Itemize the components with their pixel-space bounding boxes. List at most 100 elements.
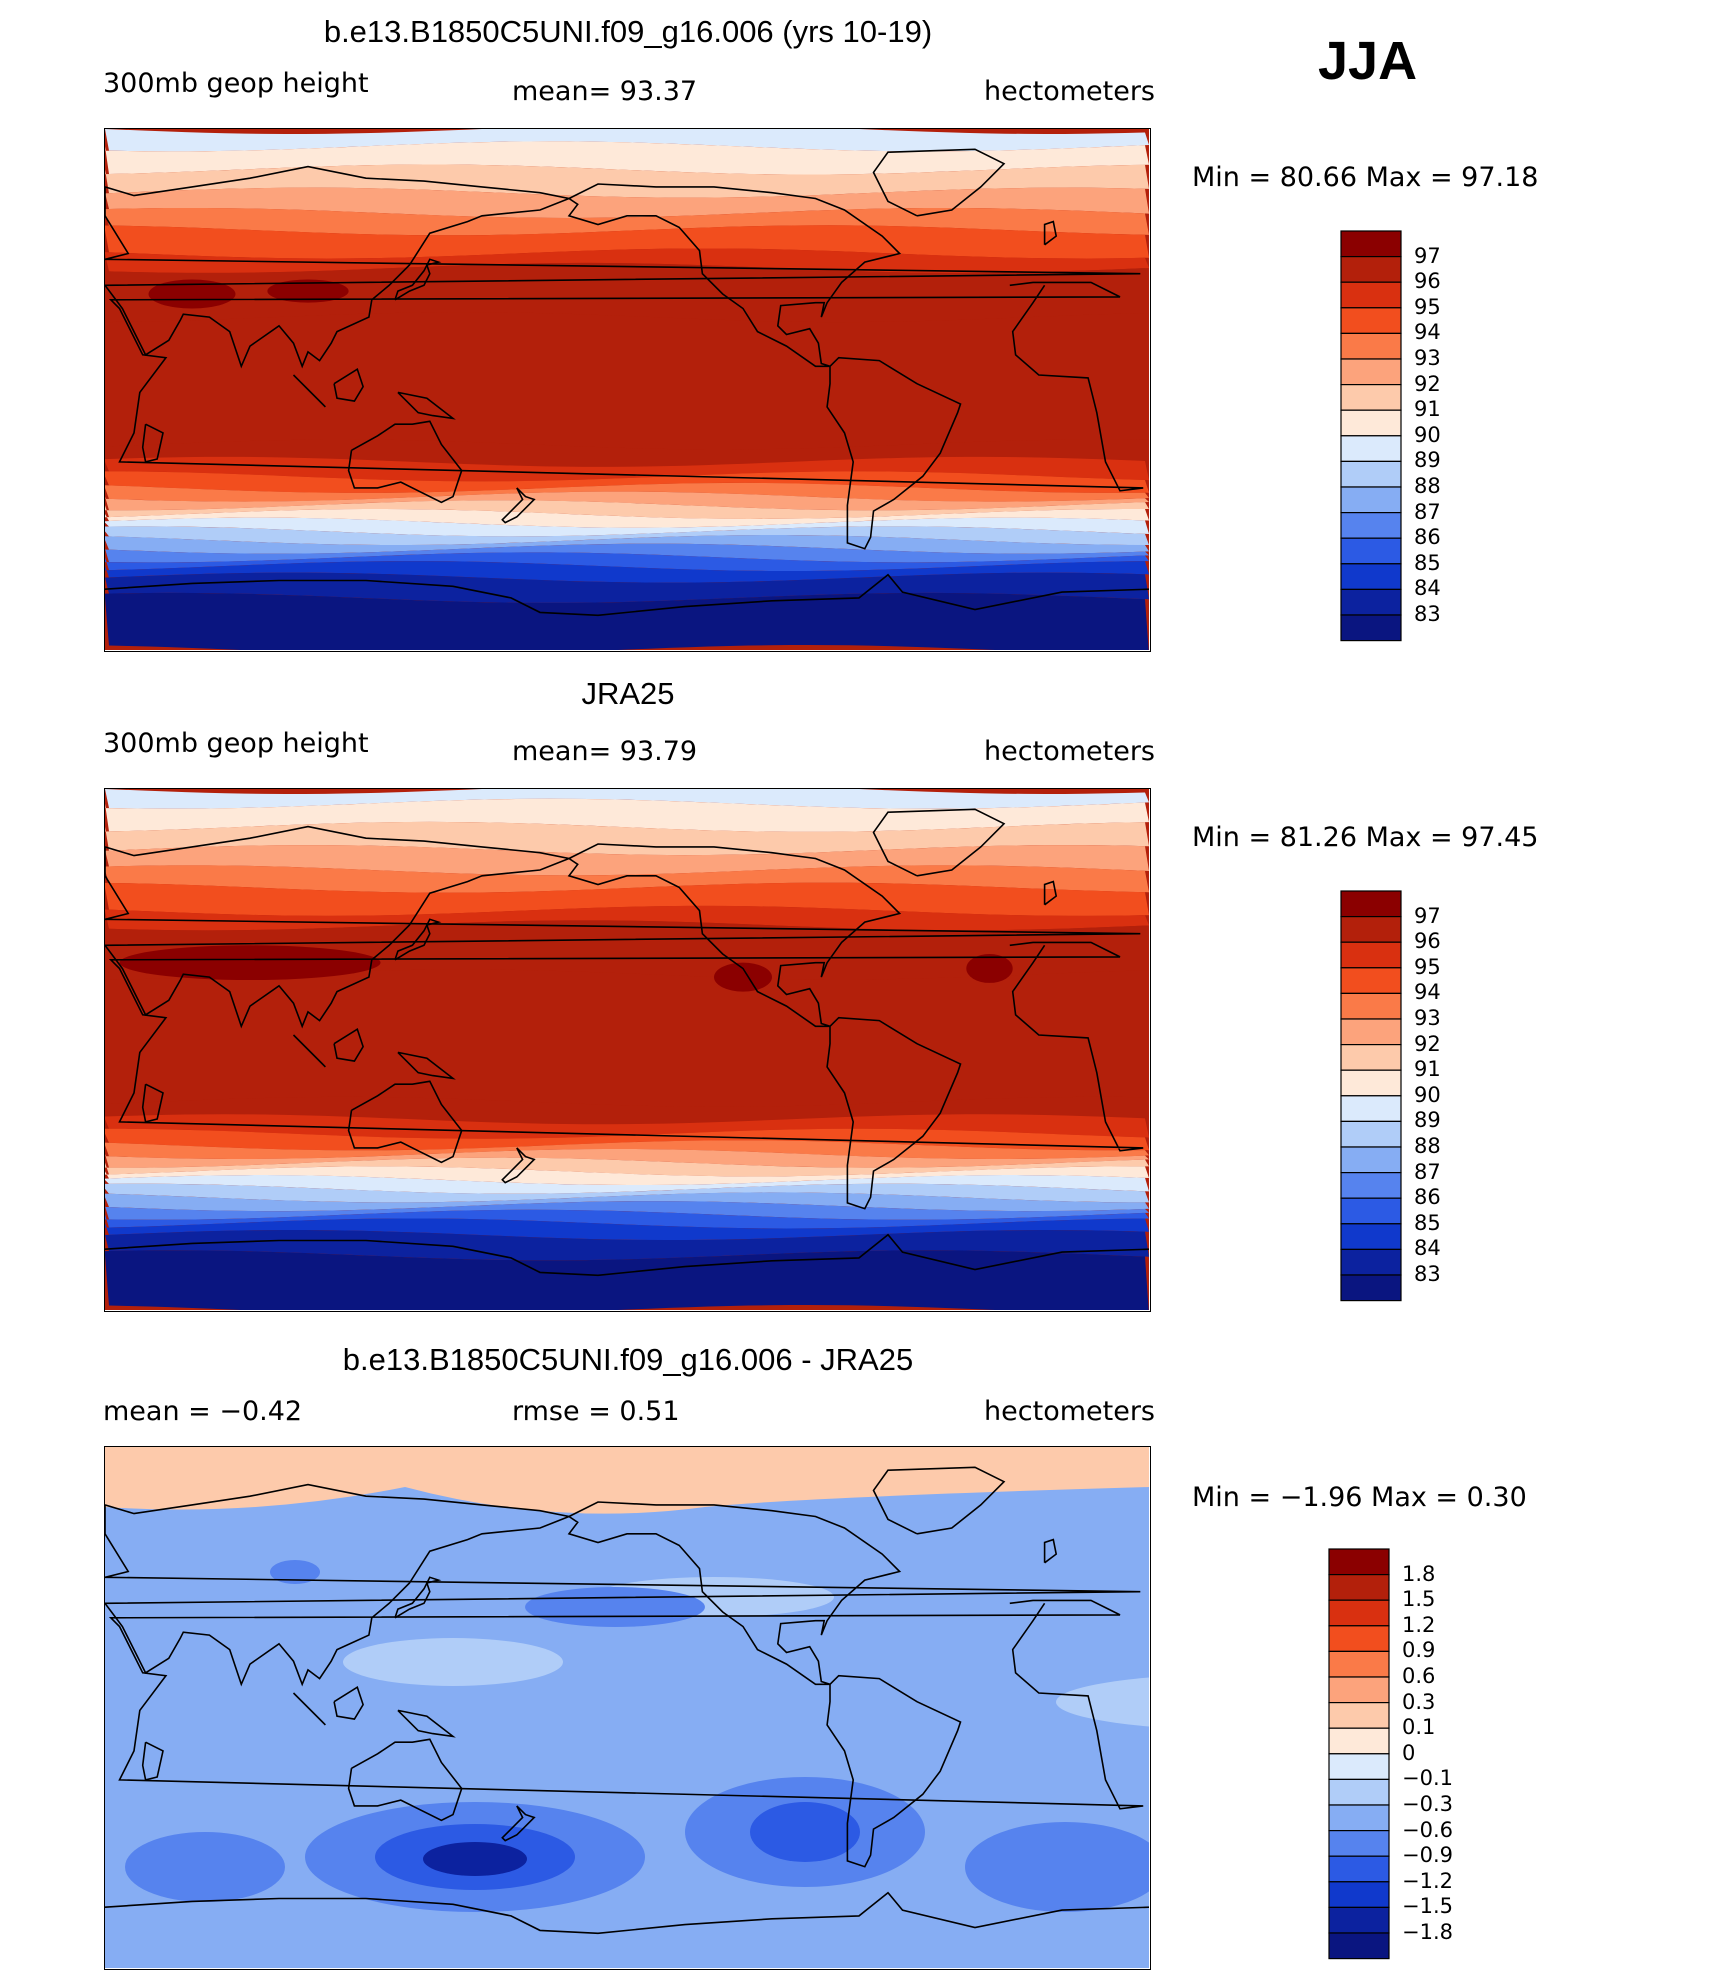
panel-3-rmse-label: rmse = 0.51 <box>512 1396 680 1427</box>
panel-2-map <box>104 788 1151 1312</box>
colorbar-swatch <box>1328 1778 1390 1806</box>
coastline <box>501 1147 536 1184</box>
coastline <box>397 1051 456 1080</box>
colorbar-swatch <box>1328 1830 1390 1857</box>
contour-band <box>105 1114 1149 1139</box>
colorbar-swatch <box>1328 1804 1390 1832</box>
colorbar-tick-label: 88 <box>1414 1134 1441 1158</box>
coastline <box>105 825 572 1029</box>
colorbar-tick-label: 96 <box>1414 929 1441 954</box>
colorbar-swatch <box>1328 1727 1390 1755</box>
contour-band <box>105 187 1149 218</box>
colorbar-tick-label: 0.3 <box>1402 1689 1436 1714</box>
weak-anomaly <box>343 1638 563 1686</box>
colorbar-swatch <box>1328 1906 1390 1934</box>
colorbar-swatch <box>1340 1018 1402 1046</box>
colorbar-tick-label: 84 <box>1414 576 1441 601</box>
contour-maximum <box>148 279 236 309</box>
panel-2-min-max: Min = 81.26 Max = 97.45 <box>1192 822 1539 853</box>
colorbar-tick-label: 1.2 <box>1402 1612 1436 1637</box>
colorbar-tick-label: −1.8 <box>1402 1920 1453 1944</box>
colorbar-tick-label: 92 <box>1414 1031 1441 1056</box>
contour-band <box>105 248 1149 273</box>
colorbar-swatch <box>1340 307 1402 335</box>
colorbar-tick-label: 97 <box>1414 243 1441 268</box>
coastline <box>501 1805 536 1842</box>
coastlines <box>105 1466 1149 1935</box>
contour-band <box>105 865 1149 893</box>
coastline <box>826 1016 962 1210</box>
colorbar-swatch <box>1340 256 1402 283</box>
coastline <box>108 941 1144 1152</box>
coastline <box>872 148 1006 217</box>
contour-band <box>105 526 1149 546</box>
colorbar-tick-label: 95 <box>1414 294 1441 319</box>
colorbar-tick-label: 90 <box>1414 422 1441 447</box>
coastlines <box>105 808 1149 1277</box>
contour-band <box>105 1128 1149 1151</box>
colorbar-tick-label: 96 <box>1414 269 1441 294</box>
contour-band <box>105 207 1149 236</box>
colorbar-tick-label: 92 <box>1414 371 1441 396</box>
contour-band <box>105 1201 1149 1220</box>
contour-band <box>105 845 1149 876</box>
colorbar-tick-label: 87 <box>1414 499 1441 524</box>
colorbar-swatch <box>1328 1548 1390 1576</box>
panel-3-units-label: hectometers <box>984 1396 1155 1427</box>
colorbar-tick-label: 86 <box>1414 1185 1441 1210</box>
panel-1-map <box>104 128 1151 652</box>
coastline <box>872 1466 1006 1535</box>
colorbar-tick-label: 89 <box>1414 1108 1441 1133</box>
colorbar-tick-label: 84 <box>1414 1236 1441 1261</box>
colorbar-tick-label: −1.5 <box>1402 1894 1453 1919</box>
coastline <box>105 1483 572 1687</box>
colorbar-swatch <box>1328 1650 1390 1678</box>
panel-3-map <box>104 1446 1151 1970</box>
contour-band <box>105 905 1149 931</box>
colorbar-tick-label: 1.8 <box>1402 1561 1436 1586</box>
coastline <box>347 1738 463 1822</box>
coastline <box>105 1891 1149 1935</box>
coastline <box>567 1501 902 1686</box>
contour-band <box>105 500 1149 519</box>
contour-maximum <box>267 279 349 303</box>
coastline <box>105 846 1141 947</box>
coastline <box>501 487 536 524</box>
coastline <box>333 1027 364 1062</box>
contour-band <box>105 517 1149 537</box>
colorbar-tick-label: 83 <box>1414 602 1441 626</box>
panel-1-units-label: hectometers <box>984 76 1155 107</box>
colorbar-swatch <box>1340 1248 1402 1276</box>
colorbar-tick-label: 94 <box>1414 320 1441 345</box>
coastline <box>347 1080 463 1164</box>
contour-band <box>105 1230 1149 1261</box>
contour-band <box>105 1209 1149 1229</box>
colorbar-tick-label: 0.9 <box>1402 1638 1436 1663</box>
contour-band <box>105 1218 1149 1241</box>
coastline <box>826 1674 962 1868</box>
contour-band <box>105 1175 1149 1194</box>
colorbar-tick-label: 83 <box>1414 1262 1441 1286</box>
colorbar-tick-label: 94 <box>1414 980 1441 1005</box>
contour-band <box>105 552 1149 572</box>
contour-band <box>105 969 1149 1107</box>
colorbar-tick-label: 88 <box>1414 474 1441 498</box>
coastline <box>347 420 463 504</box>
positive-anomaly <box>105 1447 1149 1474</box>
coastline <box>292 374 326 408</box>
colorbar-swatch <box>1328 1676 1390 1704</box>
panel-1-mean-label: mean= 93.37 <box>512 76 698 107</box>
coastline <box>397 391 456 420</box>
colorbar-tick-label: −0.3 <box>1402 1792 1453 1816</box>
contour-band <box>105 592 1149 650</box>
colorbar-swatch <box>1340 941 1402 969</box>
contour-band <box>105 141 1149 175</box>
colorbar-swatch <box>1340 512 1402 539</box>
coastline <box>105 573 1149 617</box>
negative-anomaly <box>750 1802 860 1862</box>
colorbar-swatch <box>1340 358 1402 386</box>
contour-maximum <box>714 962 772 992</box>
contour-band <box>105 129 1149 152</box>
panel-1-min-max: Min = 80.66 Max = 97.18 <box>1192 162 1539 193</box>
coastline <box>105 165 572 369</box>
